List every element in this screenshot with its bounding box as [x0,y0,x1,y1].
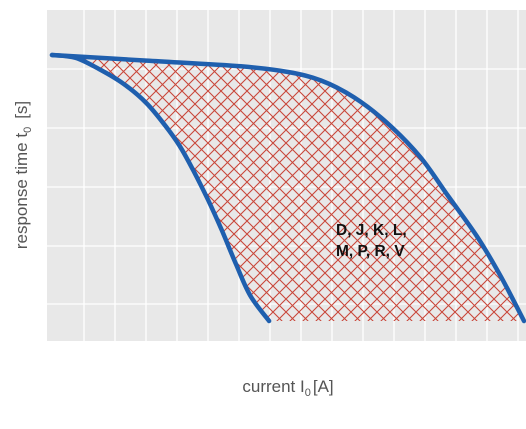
x-axis-label-unit: [A] [313,377,334,396]
upper-limit-curve [49,52,526,324]
y-axis-label-subscript: 0 [22,127,34,133]
y-axis-label-main: response time t [12,133,31,249]
x-axis-label-subscript: 0 [305,387,311,399]
lower-limit-curve [49,52,272,324]
region-label-line-1: D, J, K, L, [336,222,407,239]
tolerance-band-hatch [52,55,524,321]
region-label: D, J, K, L, M, P, R, V [336,222,411,260]
y-axis-label: response time t0 [s] [12,101,34,249]
x-axis-label: current I0 [A] [242,377,333,399]
x-axis-label-main: current I [242,377,304,396]
region-label-line-2: M, P, R, V [336,243,405,260]
y-axis-label-unit: [s] [12,101,31,119]
